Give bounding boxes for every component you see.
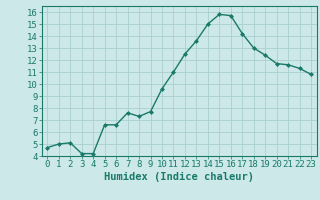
X-axis label: Humidex (Indice chaleur): Humidex (Indice chaleur)	[104, 172, 254, 182]
